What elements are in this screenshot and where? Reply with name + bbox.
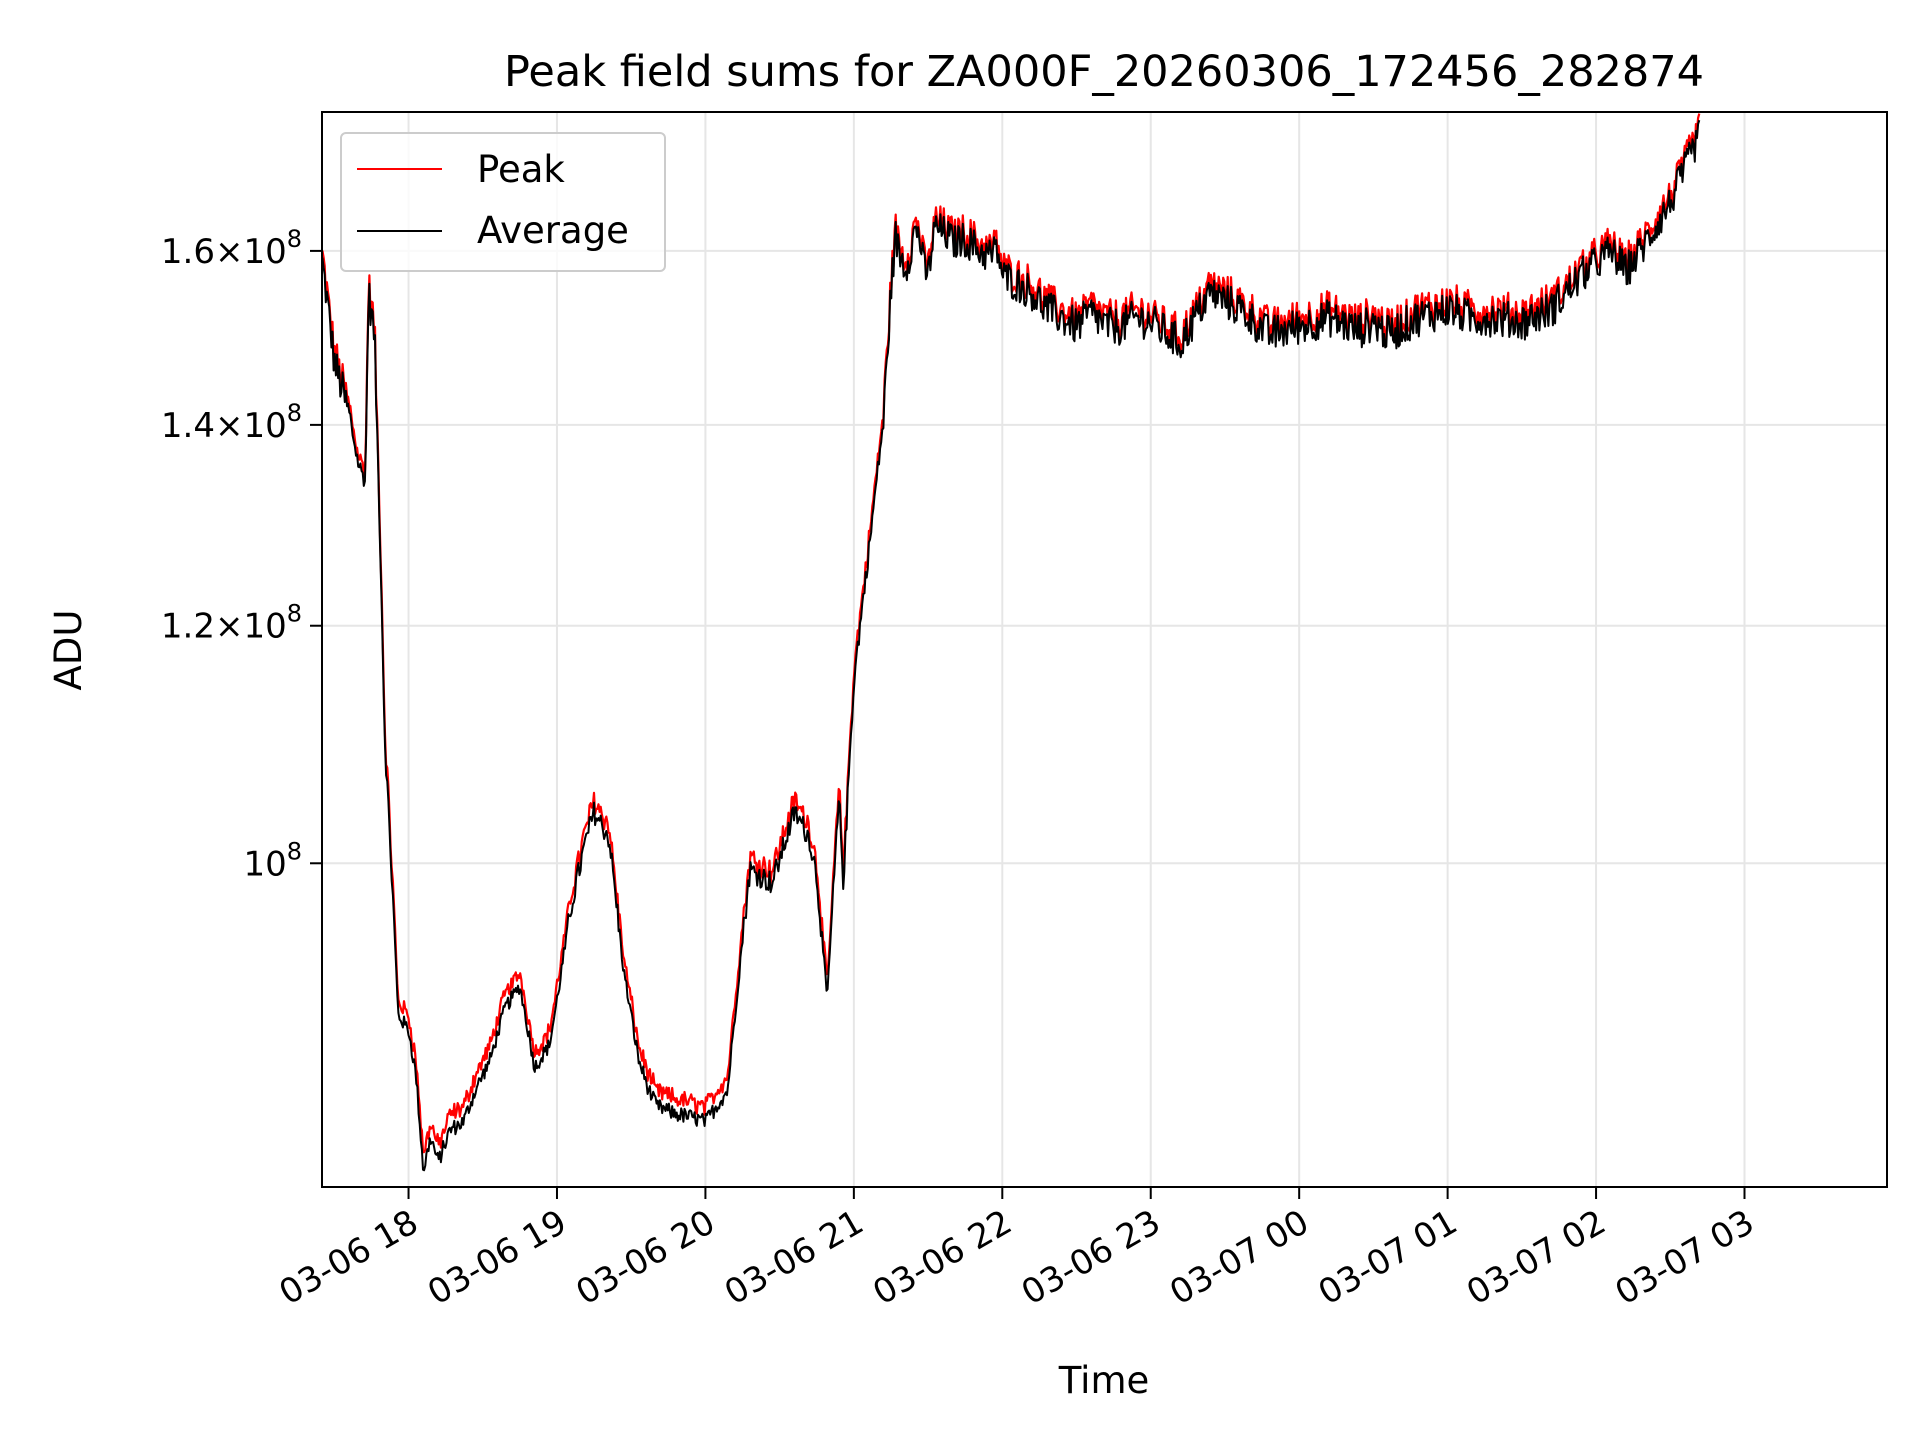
legend-label-peak: Peak <box>477 148 565 191</box>
legend-box <box>340 132 666 272</box>
y-axis-label: ADU <box>47 610 90 691</box>
x-axis-label: Time <box>1058 1359 1150 1402</box>
series-line-average <box>322 119 1701 1172</box>
y-tick-label: 1.2×108 <box>161 600 302 647</box>
legend: Peak Average <box>340 132 666 272</box>
y-tick-label: 108 <box>243 837 302 884</box>
y-tick-label: 1.6×108 <box>161 225 302 272</box>
legend-label-average: Average <box>477 209 629 252</box>
chart-title: Peak field sums for ZA000F_20260306_1724… <box>504 47 1704 97</box>
plot-frame <box>321 111 1888 1188</box>
y-axis: 108 1.2×108 1.4×108 1.6×108 <box>161 225 322 884</box>
y-tick-label: 1.4×108 <box>161 399 302 446</box>
